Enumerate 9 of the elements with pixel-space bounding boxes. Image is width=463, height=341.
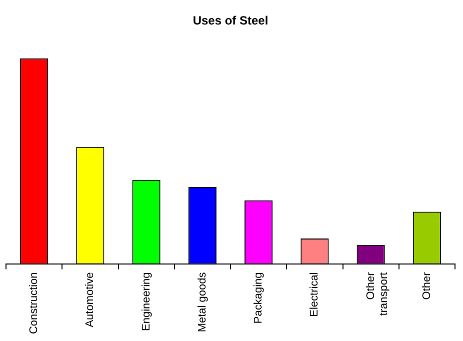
x-tick-label: Engineering [140, 272, 152, 331]
x-tick-label: Electrical [308, 272, 321, 317]
x-tick-label: Other transport [364, 272, 390, 316]
x-tick-label: Automotive [84, 272, 96, 328]
x-tick-label: Construction [28, 272, 40, 334]
x-tick-label: Metal goods [196, 272, 208, 332]
x-tick-label: Packaging [252, 272, 265, 324]
x-tick-label: Other [420, 272, 433, 300]
chart-title: Uses of Steel [192, 14, 268, 28]
